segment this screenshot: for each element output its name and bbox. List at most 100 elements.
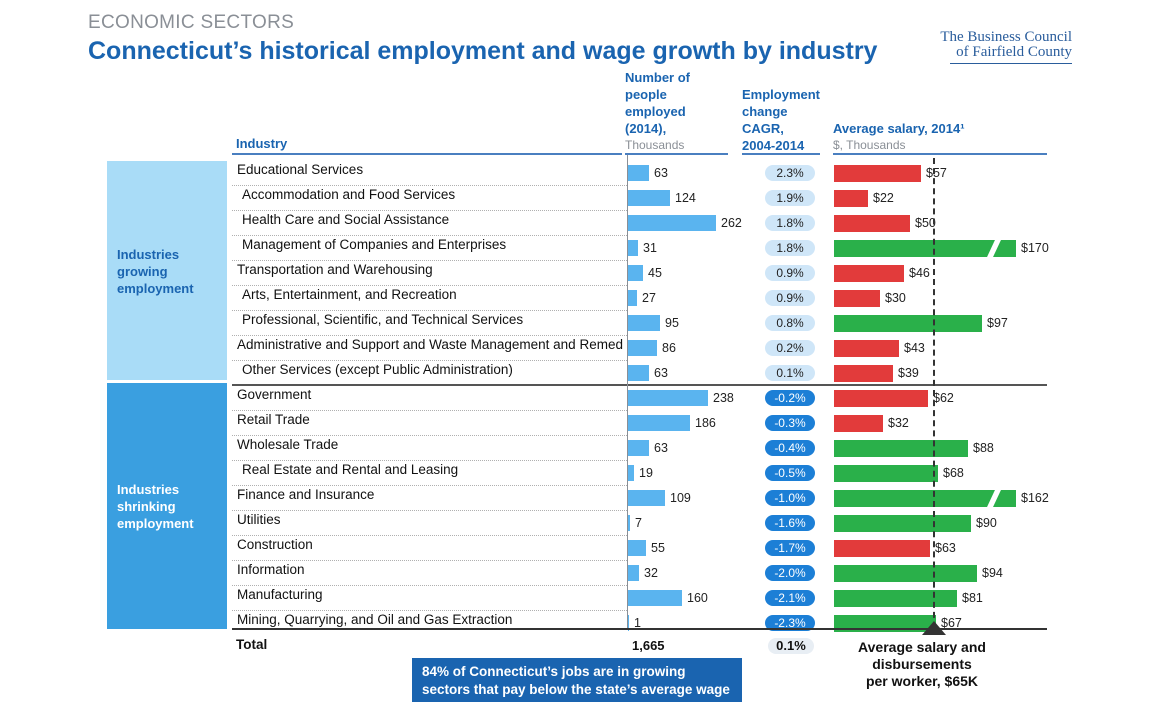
employment-value: 124 — [675, 191, 696, 205]
industry-label: Wholesale Trade — [237, 437, 339, 452]
industry-label: Professional, Scientific, and Technical … — [242, 312, 524, 327]
industry-label: Management of Companies and Enterprises — [242, 237, 507, 252]
employment-bar — [628, 540, 646, 556]
salary-bar — [834, 615, 936, 632]
employment-value: 186 — [695, 416, 716, 430]
row-divider — [232, 185, 627, 186]
employment-value: 63 — [654, 366, 668, 380]
employed-header-l4: (2014), — [625, 121, 667, 136]
cagr-value: 1.8% — [765, 215, 815, 231]
row-divider — [232, 460, 627, 461]
avg-note-l3: per worker, $65K — [865, 673, 979, 689]
shrinking-group-box: Industries shrinking employment — [107, 383, 227, 629]
row-divider — [232, 335, 627, 336]
page-title: Connecticut’s historical employment and … — [88, 37, 878, 65]
total-employed: 1,665 — [632, 638, 665, 653]
employment-value: 109 — [670, 491, 691, 505]
cagr-value: 0.9% — [765, 265, 815, 281]
employment-value: 86 — [662, 341, 676, 355]
shrinking-label-l1: Industries — [117, 482, 180, 497]
cagr-value: 2.3% — [765, 165, 815, 181]
industry-label: Construction — [237, 537, 313, 552]
salary-value: $68 — [943, 466, 964, 480]
cagr-value: -2.1% — [765, 590, 815, 606]
cagr-value: -0.3% — [765, 415, 815, 431]
salary-header: Average salary, 2014¹ $, Thousands — [833, 120, 965, 154]
cagr-header-l4: 2004-2014 — [742, 138, 805, 153]
average-salary-note: Average salary and disbursements per wor… — [846, 639, 998, 690]
salary-bar — [834, 365, 893, 382]
shrinking-label-l2: shrinking — [117, 499, 176, 514]
avg-note-l2: disbursements — [872, 656, 972, 672]
logo-underline — [950, 63, 1072, 64]
employment-bar — [628, 390, 708, 406]
cagr-value: -0.2% — [765, 390, 815, 406]
employment-bar — [628, 265, 643, 281]
growing-group-box: Industries growing employment — [107, 161, 227, 380]
salary-value: $97 — [987, 316, 1008, 330]
employed-header-l2: people — [625, 87, 667, 102]
employment-bar — [628, 615, 629, 631]
cagr-header-l2: change — [742, 104, 788, 119]
employment-bar — [628, 190, 670, 206]
employed-header-rule — [625, 153, 728, 155]
employment-bar — [628, 590, 682, 606]
industry-label: Information — [237, 562, 305, 577]
industry-label: Retail Trade — [237, 412, 310, 427]
industry-label: Other Services (except Public Administra… — [242, 362, 513, 377]
salary-header-rule — [833, 153, 1047, 155]
cagr-value: -2.3% — [765, 615, 815, 631]
row-divider — [232, 585, 627, 586]
row-divider — [232, 560, 627, 561]
employed-header-unit: Thousands — [625, 138, 685, 152]
industry-label: Utilities — [237, 512, 281, 527]
row-divider — [232, 360, 627, 361]
cagr-value: 1.9% — [765, 190, 815, 206]
salary-value: $88 — [973, 441, 994, 455]
salary-value: $90 — [976, 516, 997, 530]
employment-value: 7 — [635, 516, 642, 530]
avg-note-l1: Average salary and — [858, 639, 986, 655]
cagr-value: -1.6% — [765, 515, 815, 531]
employment-value: 95 — [665, 316, 679, 330]
employment-bar — [628, 340, 657, 356]
cagr-header-l3: CAGR, — [742, 121, 784, 136]
salary-value: $62 — [933, 391, 954, 405]
cagr-value: -0.5% — [765, 465, 815, 481]
employment-value: 55 — [651, 541, 665, 555]
industry-label: Transportation and Warehousing — [237, 262, 433, 277]
total-cagr: 0.1% — [768, 638, 814, 654]
employment-value: 45 — [648, 266, 662, 280]
industry-label: Mining, Quarrying, and Oil and Gas Extra… — [237, 612, 513, 627]
industry-label: Finance and Insurance — [237, 487, 375, 502]
row-divider — [232, 260, 627, 261]
callout-line2: sectors that pay below the state’s avera… — [422, 682, 730, 697]
employed-header-l3: employed — [625, 104, 686, 119]
salary-bar — [834, 465, 938, 482]
employment-bar — [628, 415, 690, 431]
salary-bar — [834, 415, 883, 432]
logo: The Business Council of Fairfield County — [930, 30, 1072, 60]
industry-label: Manufacturing — [237, 587, 323, 602]
industry-header-rule — [232, 153, 622, 155]
row-divider — [232, 485, 627, 486]
employment-value: 262 — [721, 216, 742, 230]
cagr-value: 0.8% — [765, 315, 815, 331]
total-label: Total — [236, 637, 268, 652]
callout-line1: 84% of Connecticut’s jobs are in growing — [422, 664, 686, 679]
row-divider — [232, 285, 627, 286]
cagr-header-rule — [742, 153, 820, 155]
salary-value: $30 — [885, 291, 906, 305]
salary-value: $57 — [926, 166, 947, 180]
employment-bar — [628, 515, 630, 531]
salary-bar — [834, 490, 1016, 507]
cagr-value: -1.0% — [765, 490, 815, 506]
eyebrow: ECONOMIC SECTORS — [88, 12, 295, 33]
industry-label: Educational Services — [237, 162, 364, 177]
row-divider — [232, 535, 627, 536]
growing-label-l2: growing — [117, 264, 168, 279]
employment-bar — [628, 490, 665, 506]
cagr-value: -0.4% — [765, 440, 815, 456]
salary-bar — [834, 515, 971, 532]
logo-line2: of Fairfield County — [956, 44, 1072, 60]
